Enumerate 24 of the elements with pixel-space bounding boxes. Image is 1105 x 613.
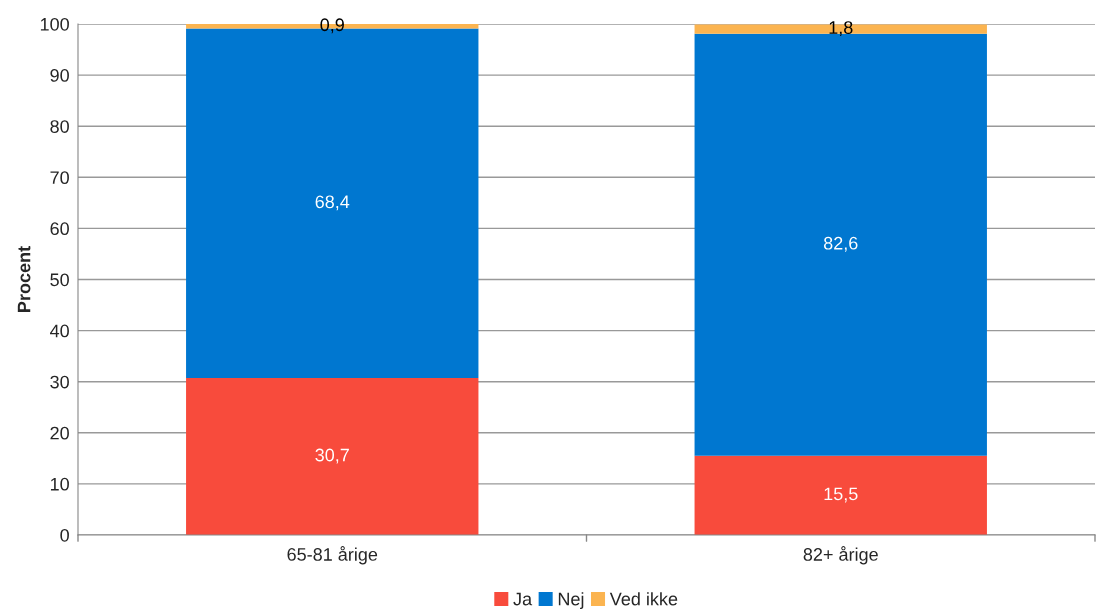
y-tick-label: 60	[50, 222, 69, 236]
y-tick-label: 20	[50, 426, 69, 440]
y-tick-label: 0	[60, 528, 69, 542]
x-tick-label: 82+ årige	[803, 546, 878, 565]
y-tick-label: 30	[50, 375, 69, 389]
data-label: 68,4	[315, 195, 350, 211]
bar	[694, 455, 987, 535]
legend-label: Nej	[558, 592, 584, 609]
data-label: 82,6	[823, 236, 858, 252]
y-axis-title: Procent	[17, 246, 31, 312]
legend-label: Ja	[513, 592, 533, 606]
y-tick-label: 100	[40, 17, 69, 31]
data-label: 1,8	[829, 21, 853, 37]
legend-label: Ved ikke	[609, 592, 678, 606]
y-tick-label: 90	[50, 69, 69, 82]
data-label: 30,7	[315, 448, 349, 464]
y-tick-label: 50	[50, 273, 69, 287]
y-tick-label: 10	[50, 477, 69, 491]
bar	[186, 378, 479, 535]
y-tick-label: 40	[50, 324, 69, 338]
y-tick-label: 70	[50, 171, 69, 185]
y-tick-label: 80	[50, 120, 69, 133]
data-label: 15,5	[824, 487, 858, 503]
x-tick-label: 65-81 årige	[287, 546, 378, 565]
